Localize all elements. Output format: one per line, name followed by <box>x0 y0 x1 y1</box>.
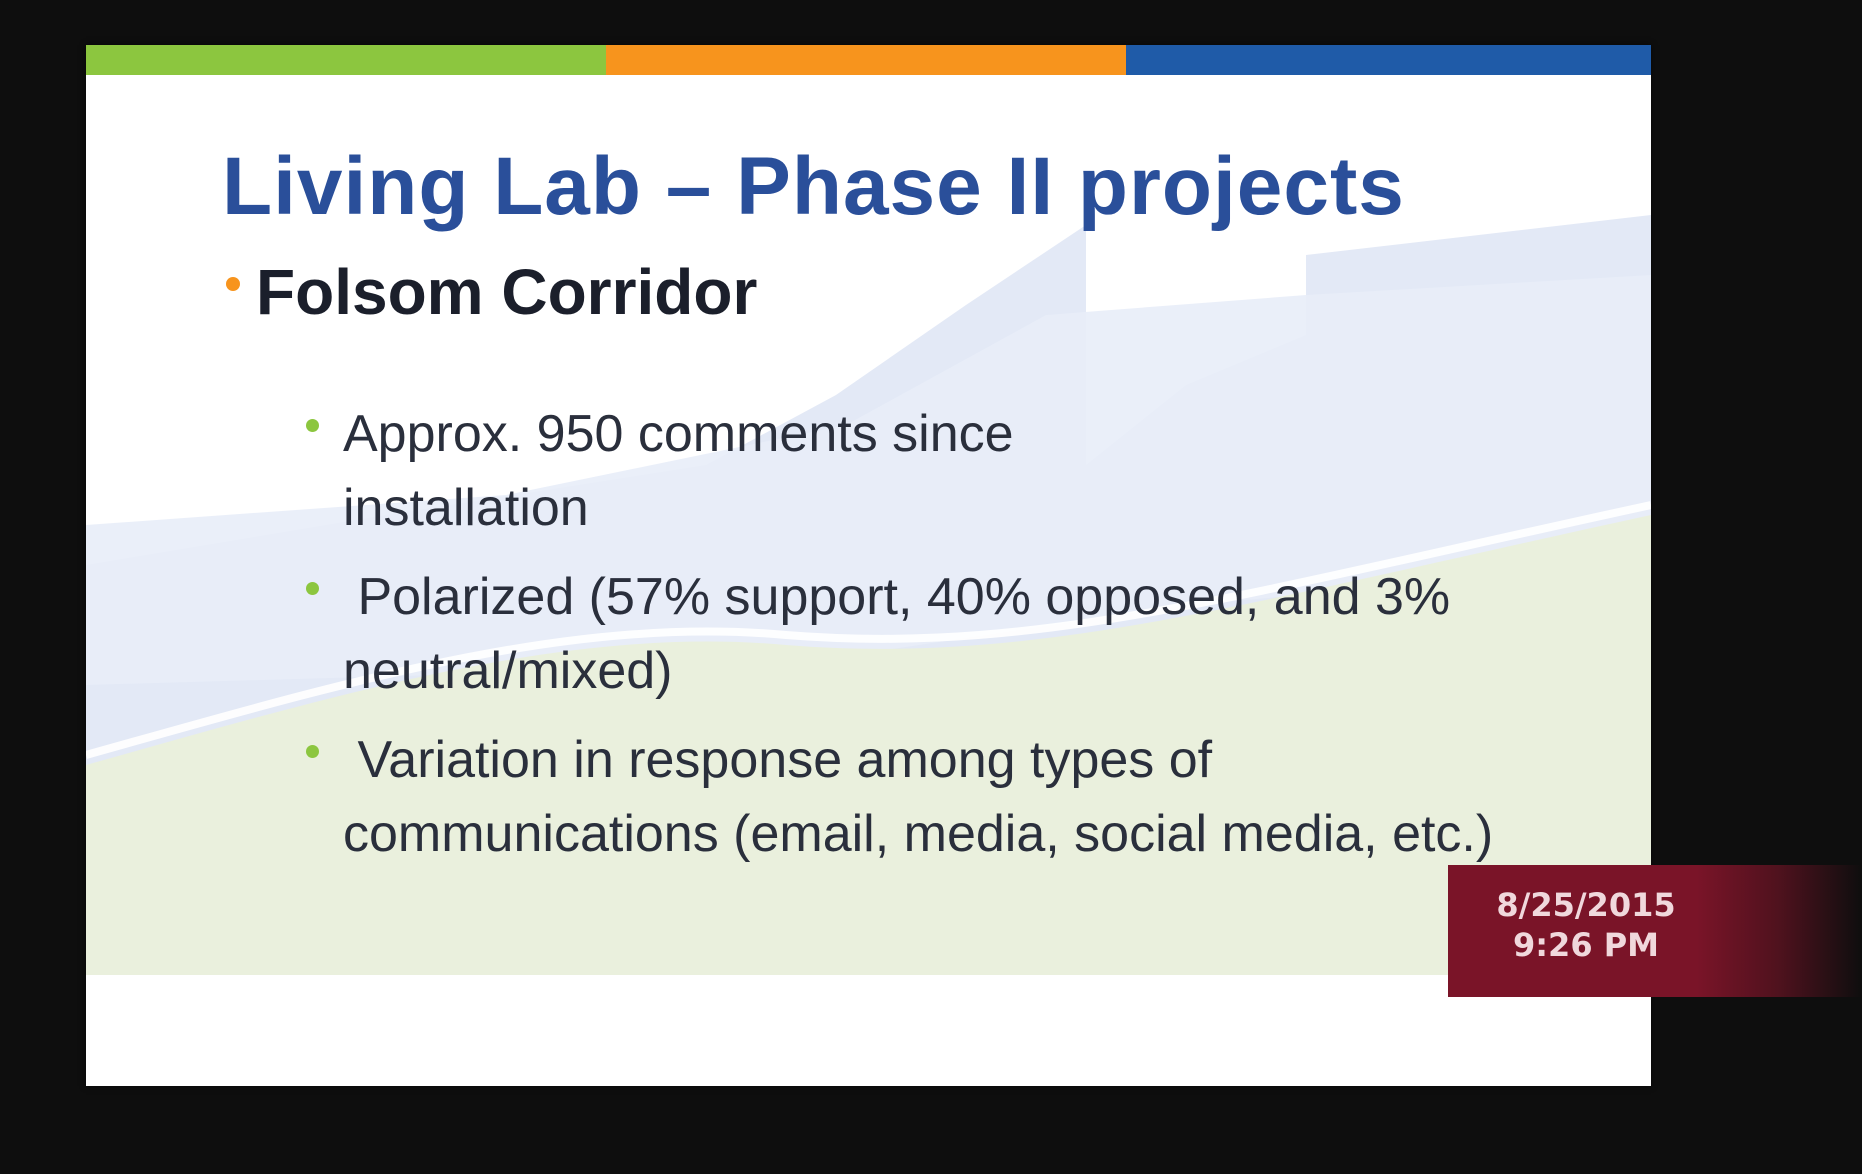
sub-bullet-text: Approx. 950 comments since installation <box>343 405 1014 537</box>
slide-background-art <box>86 215 1651 1086</box>
color-stripe <box>86 45 1651 75</box>
sub-bullet-text: Polarized (57% support, 40% opposed, and… <box>343 568 1465 700</box>
timestamp-date: 8/25/2015 <box>1496 886 1676 924</box>
stripe-blue <box>1126 45 1651 75</box>
stripe-green <box>86 45 606 75</box>
orange-bullet-icon <box>226 277 240 291</box>
sub-bullet-text: Variation in response among types of com… <box>343 731 1494 863</box>
bullet-heading: Folsom Corridor <box>256 256 758 328</box>
stripe-orange <box>606 45 1126 75</box>
sub-bullet: Polarized (57% support, 40% opposed, and… <box>306 560 1583 708</box>
green-bullet-icon <box>306 582 319 595</box>
green-bullet-icon <box>306 419 319 432</box>
timestamp-time: 9:26 PM <box>1512 926 1660 964</box>
timestamp-overlay: 8/25/2015 9:26 PM <box>1448 865 1862 997</box>
bullet-level1: Folsom Corridor <box>226 255 757 329</box>
presentation-slide: Living Lab – Phase II projects Folsom Co… <box>86 45 1651 1086</box>
slide-title: Living Lab – Phase II projects <box>222 141 1405 232</box>
sub-bullet: Approx. 950 comments since installation <box>306 397 1243 545</box>
sub-bullet: Variation in response among types of com… <box>306 723 1523 871</box>
timestamp-text: 8/25/2015 9:26 PM <box>1448 885 1724 965</box>
green-bullet-icon <box>306 745 319 758</box>
